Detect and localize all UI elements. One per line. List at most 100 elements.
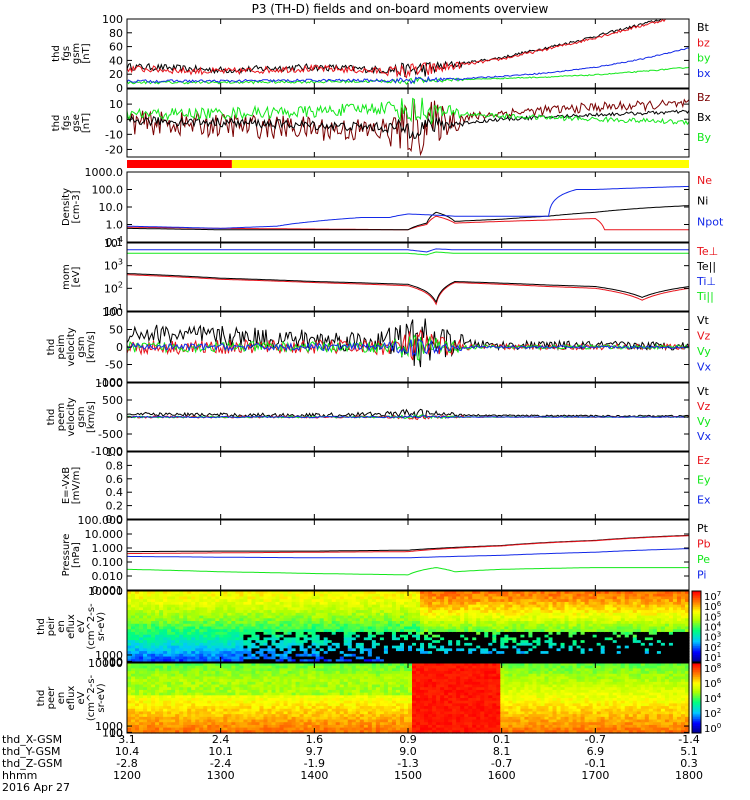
heatmap-cell xyxy=(383,601,389,606)
heatmap-cell xyxy=(408,610,413,614)
heatmap-cell xyxy=(676,615,682,619)
heatmap-cell xyxy=(588,626,594,630)
heatmap-cell xyxy=(191,724,196,729)
heatmap-cell xyxy=(347,656,353,660)
heatmap-cell xyxy=(331,653,337,658)
heatmap-cell xyxy=(259,665,265,669)
heatmap-cell xyxy=(464,596,469,600)
heatmap-cell xyxy=(676,648,682,652)
heatmap-cell xyxy=(516,621,521,625)
heatmap-cell xyxy=(436,653,441,658)
heatmap-cell xyxy=(303,653,309,658)
heatmap-cell xyxy=(199,714,204,718)
heatmap-cell xyxy=(640,610,646,614)
heatmap-cell xyxy=(331,634,337,639)
heatmap-cell xyxy=(187,645,192,649)
heatmap-cell xyxy=(279,634,285,639)
heatmap-cell xyxy=(391,596,397,600)
heatmap-cell xyxy=(444,623,449,628)
heatmap-cell xyxy=(239,673,245,678)
heatmap-cell xyxy=(476,637,481,641)
heatmap-cell xyxy=(187,719,192,723)
heatmap-cell xyxy=(564,629,570,633)
heatmap-cell xyxy=(143,612,148,617)
heatmap-cell xyxy=(163,656,168,660)
heatmap-cell xyxy=(263,607,269,611)
heatmap-cell xyxy=(215,665,220,669)
heatmap-cell xyxy=(428,659,433,663)
heatmap-cell xyxy=(283,645,289,649)
y-tick-label: 1.0 xyxy=(106,219,124,232)
heatmap-cell xyxy=(387,656,393,660)
heatmap-cell xyxy=(219,719,224,723)
heatmap-cell xyxy=(239,684,245,688)
y-tick-label: 1000 xyxy=(95,377,123,390)
heatmap-cell xyxy=(275,634,281,639)
heatmap-cell xyxy=(379,637,385,641)
heatmap-cell xyxy=(295,648,301,652)
heatmap-cell xyxy=(287,612,293,617)
heatmap-cell xyxy=(363,618,369,622)
heatmap-cell xyxy=(239,656,245,660)
heatmap-cell xyxy=(159,700,164,704)
heatmap-cell xyxy=(584,642,590,647)
heatmap-cell xyxy=(456,656,461,660)
heatmap-cell xyxy=(339,615,345,619)
heatmap-cell xyxy=(263,626,269,630)
colorbar-segment xyxy=(692,640,701,643)
heatmap-cell xyxy=(251,668,257,672)
heatmap-cell xyxy=(556,596,562,600)
heatmap-cell xyxy=(255,612,261,617)
heatmap-cell xyxy=(131,621,136,625)
heatmap-cell xyxy=(448,591,453,595)
heatmap-cell xyxy=(231,730,236,734)
heatmap-cell xyxy=(552,651,558,655)
heatmap-cell xyxy=(295,601,301,606)
heatmap-cell xyxy=(383,634,389,639)
heatmap-cell xyxy=(355,626,361,630)
heatmap-cell xyxy=(432,621,437,625)
heatmap-cell xyxy=(684,645,690,649)
heatmap-cell xyxy=(416,642,421,647)
heatmap-cell xyxy=(203,591,208,595)
heatmap-cell xyxy=(660,626,666,630)
heatmap-cell xyxy=(219,623,224,628)
heatmap-cell xyxy=(259,601,265,606)
heatmap-cell xyxy=(139,665,144,669)
heatmap-cell xyxy=(223,695,228,699)
heatmap-cell xyxy=(632,634,638,639)
heatmap-cell xyxy=(235,663,240,667)
heatmap-cell xyxy=(412,648,417,652)
heatmap-cell xyxy=(371,651,377,655)
heatmap-cell xyxy=(476,618,481,622)
heatmap-cell xyxy=(275,637,281,641)
heatmap-cell xyxy=(412,656,417,660)
heatmap-cell xyxy=(528,637,534,641)
heatmap-cell xyxy=(271,621,277,625)
heatmap-cell xyxy=(399,621,405,625)
panel-frame xyxy=(126,18,690,89)
heatmap-cell xyxy=(359,626,365,630)
heatmap-cell xyxy=(584,659,590,663)
heatmap-cell xyxy=(476,631,481,636)
heatmap-cell xyxy=(207,637,212,641)
heatmap-cell xyxy=(492,601,497,606)
heatmap-cell xyxy=(428,656,433,660)
heatmap-cell xyxy=(432,607,437,611)
y-tick-label: 0 xyxy=(116,341,123,354)
heatmap-cell xyxy=(496,634,501,639)
heatmap-cell xyxy=(127,626,132,630)
heatmap-cell xyxy=(440,591,445,595)
heatmap-cell xyxy=(460,618,465,622)
heatmap-cell xyxy=(564,601,570,606)
heatmap-cell xyxy=(135,637,140,641)
heatmap-cell xyxy=(215,689,220,694)
series-line-vz xyxy=(127,329,689,361)
heatmap-cell xyxy=(155,591,160,595)
heatmap-cell xyxy=(408,599,413,603)
heatmap-cell xyxy=(231,642,236,647)
heatmap-cell xyxy=(456,640,461,644)
heatmap-cell xyxy=(363,642,369,647)
heatmap-cell xyxy=(536,634,542,639)
heatmap-cell xyxy=(568,591,574,595)
